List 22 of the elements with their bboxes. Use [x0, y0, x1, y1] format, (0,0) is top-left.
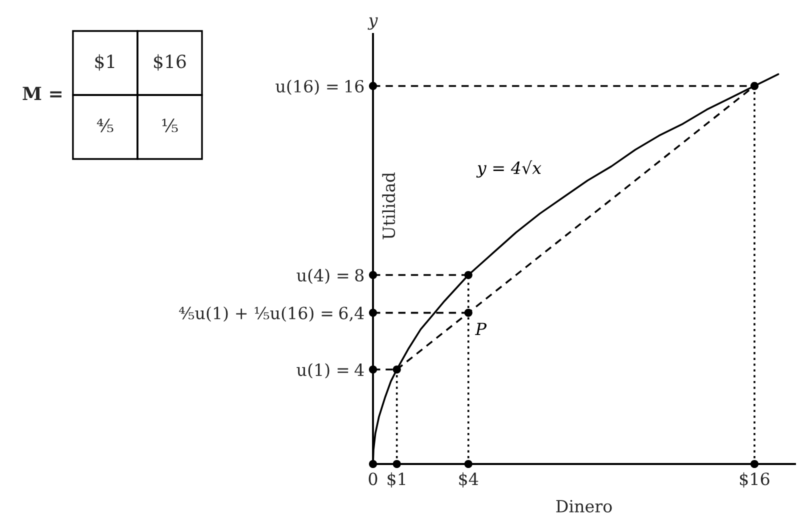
text: $1 — [95, 54, 114, 71]
text: ⅘u(1) + ⅕u(16) = — [179, 306, 332, 322]
text: M = — [22, 86, 62, 100]
text: $16 — [154, 54, 186, 71]
x-tick-label: $16 — [740, 472, 770, 488]
text: y — [368, 17, 378, 30]
series-label: y = 4√x — [476, 160, 542, 178]
text: u(1) = — [296, 363, 348, 378]
y-axis-title: Utilidad — [382, 172, 396, 240]
x-tick-label: $1 — [388, 472, 406, 488]
x-tick-label: $4 — [459, 472, 478, 488]
y-tick-label: 4 — [354, 363, 364, 376]
text: u(4) = — [296, 268, 348, 284]
x-tick-label: 0 — [368, 472, 378, 486]
text: u(16) = — [276, 80, 338, 95]
y-tick-label: 8 — [355, 268, 364, 282]
series-label: P — [475, 322, 487, 336]
y-tick-label: 16 — [345, 80, 364, 93]
text: ⅘ — [96, 118, 114, 132]
x-axis-title: Dinero — [556, 500, 612, 512]
text: ⅕ — [162, 118, 178, 132]
y-tick-label: 6,4 — [339, 306, 364, 322]
